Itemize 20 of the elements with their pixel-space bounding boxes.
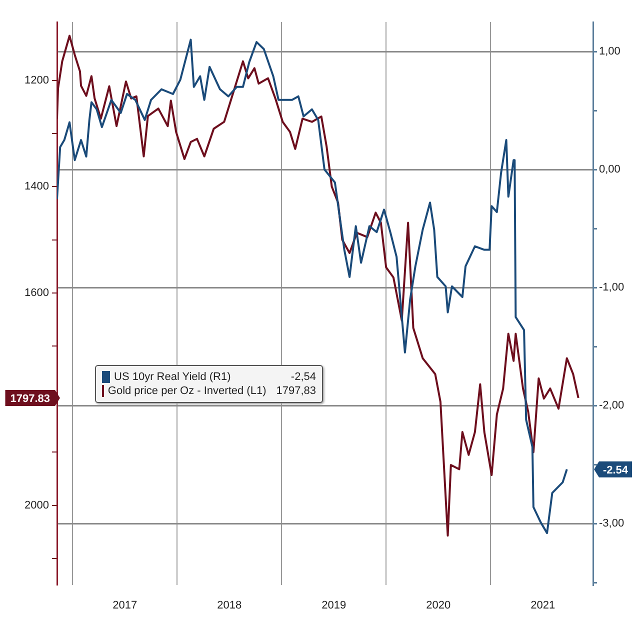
legend-label: Gold price per Oz - Inverted (L1) xyxy=(108,384,266,398)
x-tick-label: 2018 xyxy=(217,600,242,612)
y2-tick-label: -2,00 xyxy=(599,400,624,412)
y2-tick-label: -3,00 xyxy=(599,518,624,530)
y2-tick-label: -1,00 xyxy=(599,282,624,294)
x-tick-label: 2019 xyxy=(322,600,346,612)
y-tick-label: 2000 xyxy=(24,499,49,512)
x-tick-label: 2020 xyxy=(426,600,451,612)
y2-tick-label: 0,00 xyxy=(599,164,620,176)
y-tick-label: 1200 xyxy=(24,74,49,86)
x-tick-label: 2021 xyxy=(530,600,556,612)
text: 1797.83 xyxy=(10,392,50,405)
x-tick-label: 2017 xyxy=(112,600,138,612)
annotation: -2,54 xyxy=(290,370,316,384)
annotation: 1797,83 xyxy=(276,384,316,398)
y-tick-label: 1600 xyxy=(24,286,49,299)
legend-label: US 10yr Real Yield (R1) xyxy=(114,370,232,384)
y2-tick-label: 1,00 xyxy=(599,46,620,58)
y-tick-label: 1400 xyxy=(24,180,49,193)
text: -2.54 xyxy=(602,464,629,476)
